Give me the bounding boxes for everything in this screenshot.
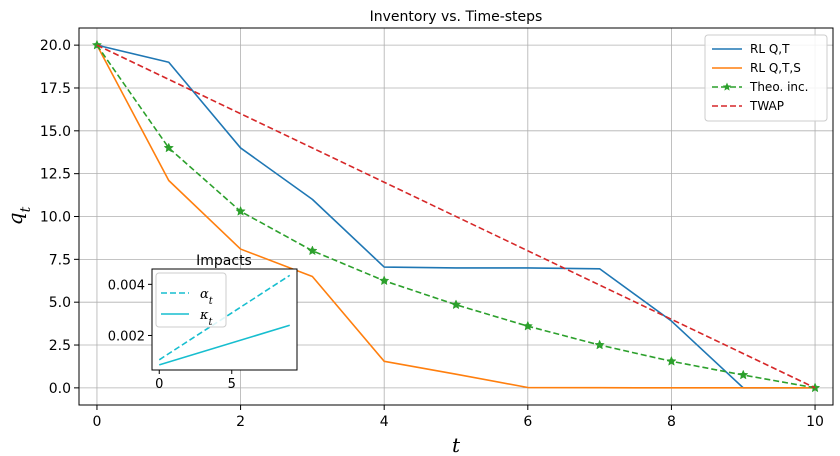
y-tick-label-4: 10.0 (40, 210, 71, 226)
legend-label-twap: TWAP (749, 99, 784, 113)
y-tick-label-6: 15.0 (40, 124, 71, 140)
x-tick-label-5: 10 (806, 414, 824, 430)
inset-ticks: 0 5 0.002 0.004 (108, 278, 236, 392)
y-tick-label-0: 0.0 (49, 381, 71, 397)
inset-y-tick-label-1: 0.004 (108, 278, 145, 293)
x-tick-label-4: 8 (667, 414, 676, 430)
inset-legend-box (155, 272, 227, 328)
legend-marker-theo-inc (722, 82, 732, 91)
main-series (91, 39, 821, 393)
y-tick-label-5: 12.5 (40, 167, 71, 183)
series-point-theo-inc-6 (522, 320, 533, 331)
y-tick-label-7: 17.5 (40, 81, 71, 97)
x-tick-label-1: 2 (236, 414, 245, 430)
inset-y-tick-label-0: 0.002 (108, 329, 145, 344)
series-point-theo-inc-2 (235, 205, 246, 216)
legend: RL Q,T RL Q,T,S Theo. inc. TWAP (704, 34, 828, 122)
x-tick-label-2: 4 (380, 414, 389, 430)
inset-title: Impacts (196, 253, 252, 269)
series-point-theo-inc-4 (379, 275, 390, 286)
inset-legend-label-0: αt (200, 287, 214, 307)
legend-label-theo-inc: Theo. inc. (749, 80, 808, 94)
series-point-theo-inc-5 (450, 299, 462, 310)
series-point-theo-inc-1 (163, 142, 174, 153)
x-axis-label: t (452, 433, 461, 456)
inset-x-tick-label-1: 5 (228, 377, 236, 392)
y-tick-label-3: 7.5 (49, 252, 71, 268)
chart-title: Inventory vs. Time-steps (370, 9, 543, 25)
legend-box (704, 34, 828, 122)
series-point-theo-inc-7 (594, 339, 605, 350)
inset-series-line-1 (159, 324, 290, 366)
x-tick-label-0: 0 (92, 414, 101, 430)
legend-label-rl-q-t: RL Q,T (750, 42, 790, 56)
series-line-twap (96, 44, 816, 389)
inset-legend-label-1: κt (199, 308, 214, 328)
series-line-rl-q-t-s (96, 44, 816, 389)
inset-frame (151, 268, 298, 371)
y-tick-label-8: 20.0 (40, 38, 71, 54)
x-tick-label-3: 6 (523, 414, 532, 430)
y-axis-label: qt (3, 206, 34, 225)
inset-x-tick-label-0: 0 (155, 377, 163, 392)
legend-label-rl-q-t-s: RL Q,T,S (750, 61, 801, 75)
series-line-theo-inc (96, 44, 816, 389)
series-point-theo-inc-9 (738, 369, 749, 380)
series-line-rl-q-t (96, 44, 816, 389)
series-point-theo-inc-8 (666, 355, 677, 366)
y-tick-label-1: 2.5 (49, 338, 71, 354)
series-point-theo-inc-3 (307, 245, 318, 256)
y-tick-label-2: 5.0 (49, 295, 71, 311)
main-ticks: 0 2 4 6 8 10 0.0 2.5 5.0 7.5 10.0 12.5 15.0 17.5 20.0 (40, 38, 824, 430)
